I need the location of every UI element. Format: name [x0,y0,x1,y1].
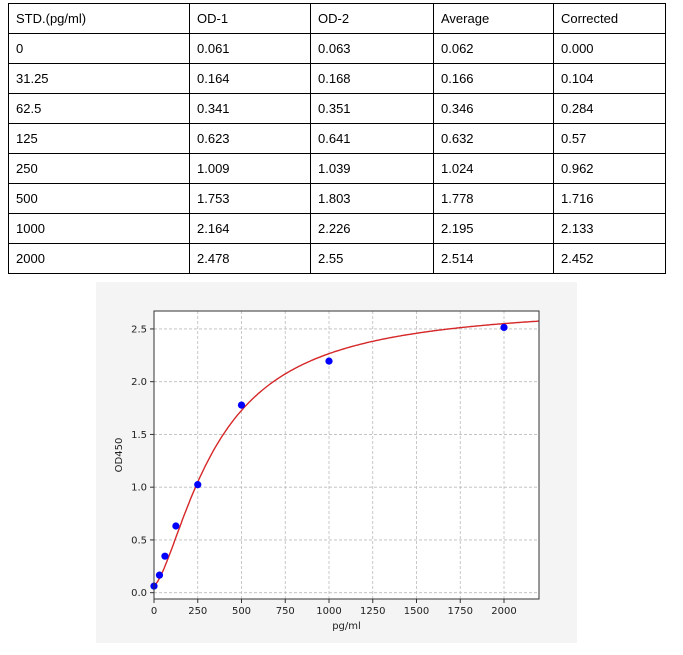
table-cell: 2.514 [433,243,554,274]
table-cell: 2.55 [310,243,434,274]
x-tick-label: 0 [151,606,157,617]
table-row: 500 1.753 1.803 1.778 1.716 [8,183,666,214]
fit-curve [153,320,540,586]
table-row: 250 1.009 1.039 1.024 0.962 [8,153,666,184]
table-cell: 0.623 [189,123,311,154]
column-header: OD-1 [189,3,311,34]
table-cell: 2.478 [189,243,311,274]
table-cell: 0.284 [553,93,666,124]
data-point [325,357,333,365]
table-cell: 1.803 [310,183,434,214]
data-point [237,401,246,409]
column-header: OD-2 [310,3,434,34]
table-cell: 31.25 [8,63,190,94]
y-tick-label: 1.0 [131,483,147,494]
x-tick-label: 2000 [491,606,516,617]
y-tick-label: 1.5 [131,430,147,441]
chart-svg: 0 250 500 750 1000 1250 1500 1750 2000 0.0 0.5 1.0 1… [114,310,540,632]
table-cell: 2000 [8,243,190,274]
y-tick-label: 0.0 [131,588,147,599]
table-cell: 0.341 [189,93,311,124]
plot-area [154,311,539,599]
table-cell: 500 [8,183,190,214]
x-tick-label: 250 [188,606,207,617]
y-tick-label: 0.5 [131,535,147,546]
x-axis-label: pg/ml [332,621,361,632]
table-cell: 1.039 [310,153,434,184]
table-cell: 125 [8,123,190,154]
x-tick-label: 1250 [360,606,385,617]
table-header-row: STD.(pg/ml) OD-1 OD-2 Average Corrected [8,3,666,34]
table-cell: 0.346 [433,93,554,124]
x-tick-label: 500 [232,606,251,617]
table-cell: 250 [8,153,190,184]
table-cell: 0.641 [310,123,434,154]
table-cell: 1.024 [433,153,554,184]
x-tick-label: 1000 [316,606,341,617]
standard-curve-chart: 0 250 500 750 1000 1250 1500 1750 2000 0.0 0.5 1.0 1… [96,282,577,643]
table-cell: 0.166 [433,63,554,94]
data-point [500,323,508,332]
data-point [155,571,164,579]
plot-frame [153,310,540,600]
table-cell: 2.452 [553,243,666,274]
table-row: 31.25 0.164 0.168 0.166 0.104 [8,63,666,94]
data-point [172,522,180,530]
table-cell: 0.104 [553,63,666,94]
x-tick-label: 1750 [448,606,473,617]
table-row: 2000 2.478 2.55 2.514 2.452 [8,243,666,274]
table-cell: 1.778 [433,183,554,214]
table-cell: 0.061 [189,33,311,64]
table-row: 0 0.061 0.063 0.062 0.000 [8,33,666,64]
table-cell: 0.962 [553,153,666,184]
table-cell: 0.000 [553,33,666,64]
table-cell: 2.226 [310,213,434,244]
table-cell: 0.063 [310,33,434,64]
table-cell: 1000 [8,213,190,244]
table-cell: 1.716 [553,183,666,214]
y-tick-label: 2.0 [131,377,147,388]
table-cell: 0.168 [310,63,434,94]
data-point [161,552,169,560]
table-cell: 0.632 [433,123,554,154]
table-cell: 62.5 [8,93,190,124]
standards-table: STD.(pg/ml) OD-1 OD-2 Average Corrected 0 0.06… [8,3,666,274]
table-cell: 1.753 [189,183,311,214]
x-tick-label: 750 [276,606,295,617]
column-header: Average [433,3,554,34]
table-row: 125 0.623 0.641 0.632 0.57 [8,123,666,154]
table-cell: 0.57 [553,123,666,154]
table-cell: 0.351 [310,93,434,124]
table-cell: 2.164 [189,213,311,244]
table-cell: 0.164 [189,63,311,94]
column-header: Corrected [553,3,666,34]
table-cell: 2.133 [553,213,666,244]
table-row: 1000 2.164 2.226 2.195 2.133 [8,213,666,244]
table-cell: 1.009 [189,153,311,184]
table-row: 62.5 0.341 0.351 0.346 0.284 [8,93,666,124]
column-header: STD.(pg/ml) [8,3,190,34]
table-cell: 0.062 [433,33,554,64]
y-tick-label: 2.5 [131,324,147,335]
table-cell: 0 [8,33,190,64]
y-axis-label: OD450 [114,438,125,473]
data-point [194,481,202,489]
x-tick-label: 1500 [404,606,429,617]
table-cell: 2.195 [433,213,554,244]
